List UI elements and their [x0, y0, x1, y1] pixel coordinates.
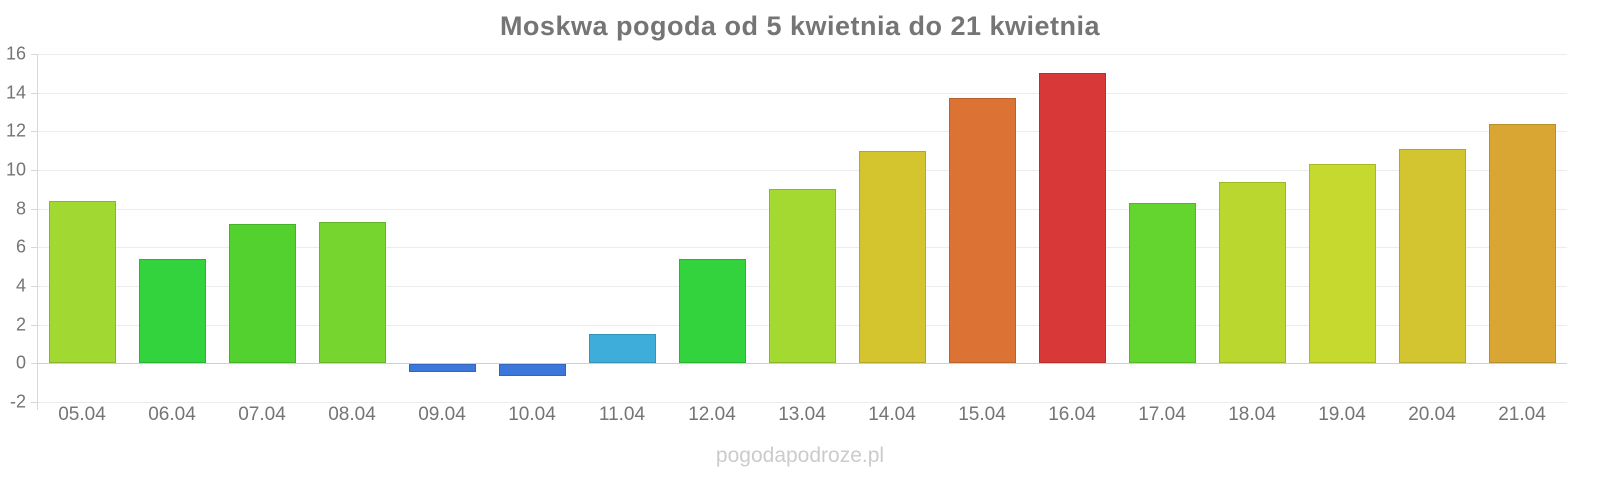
x-axis-label-07.04: 07.04	[238, 404, 286, 425]
bar-12.04	[678, 258, 746, 364]
y-axis-label-0: 0	[15, 352, 26, 373]
y-axis-label-12: 12	[5, 120, 26, 141]
gridline-0	[37, 363, 1567, 365]
bar-11.04	[588, 334, 656, 364]
y-tick-16	[31, 54, 37, 55]
gridline-16	[37, 54, 1567, 55]
x-axis-label-11.04: 11.04	[598, 404, 646, 425]
y-axis-line	[37, 54, 38, 410]
watermark: pogodapodroze.pl	[715, 444, 885, 467]
x-axis-label-20.04: 20.04	[1408, 404, 1456, 425]
gridline-10	[37, 170, 1567, 171]
bar-07.04	[228, 224, 296, 364]
y-tick-2	[31, 324, 37, 326]
x-axis-label-15.04: 15.04	[958, 404, 1006, 425]
x-axis-label-05.04: 05.04	[58, 404, 106, 425]
y-axis-label-4: 4	[15, 275, 26, 296]
x-axis-label-10.04: 10.04	[508, 404, 556, 425]
bar-09.04	[408, 364, 476, 373]
bar-18.04	[1218, 181, 1286, 364]
y-axis-label-14: 14	[5, 82, 26, 103]
x-axis-label-12.04: 12.04	[688, 404, 736, 425]
y-tick-8	[31, 208, 37, 210]
y-tick-10	[31, 170, 37, 171]
x-axis-label-13.04: 13.04	[778, 404, 826, 425]
bar-05.04	[48, 200, 116, 364]
x-axis-label-08.04: 08.04	[328, 404, 376, 425]
y-axis-label-6: 6	[15, 236, 26, 257]
x-axis-label-21.04: 21.04	[1498, 404, 1546, 425]
chart-title: Moskwa pogoda od 5 kwietnia do 21 kwietn…	[499, 11, 1101, 41]
y-tick-6	[31, 247, 37, 249]
y-axis-label-2: 2	[15, 314, 26, 335]
bar-08.04	[318, 222, 386, 364]
y-tick-14	[31, 92, 37, 94]
gridline--2	[37, 402, 1567, 403]
bar-21.04	[1488, 123, 1556, 364]
bar-20.04	[1398, 148, 1466, 364]
x-axis-label-16.04: 16.04	[1048, 404, 1096, 425]
y-tick-0	[31, 363, 37, 365]
bar-06.04	[138, 258, 206, 364]
y-tick--2	[31, 402, 37, 403]
y-axis-label-10: 10	[5, 159, 26, 180]
y-axis-label-8: 8	[15, 198, 26, 219]
y-tick-12	[31, 131, 37, 133]
x-axis-label-14.04: 14.04	[868, 404, 916, 425]
x-axis-label-17.04: 17.04	[1138, 404, 1186, 425]
x-axis-label-09.04: 09.04	[418, 404, 466, 425]
bar-17.04	[1128, 202, 1196, 364]
x-axis-label-18.04: 18.04	[1228, 404, 1276, 425]
bar-10.04	[498, 364, 566, 376]
bar-15.04	[948, 98, 1016, 364]
y-tick-4	[31, 286, 37, 287]
bar-13.04	[768, 189, 836, 364]
gridline-14	[37, 92, 1567, 94]
x-axis-label-19.04: 19.04	[1318, 404, 1366, 425]
y-axis-label--2: -2	[9, 391, 26, 412]
y-axis-label-16: 16	[5, 43, 26, 64]
x-axis-label-06.04: 06.04	[148, 404, 196, 425]
bar-14.04	[858, 150, 926, 364]
gridline-12	[37, 131, 1567, 133]
bar-16.04	[1038, 73, 1106, 364]
bar-19.04	[1308, 164, 1376, 364]
